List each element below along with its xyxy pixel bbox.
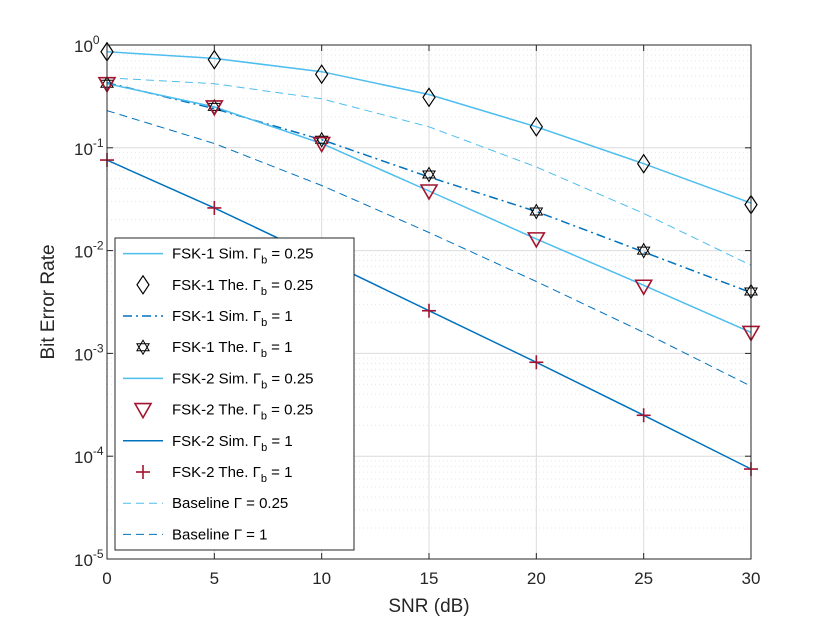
triangle-marker	[204, 100, 224, 117]
triangle-marker	[419, 184, 439, 201]
diamond-marker	[207, 49, 222, 70]
x-tick-label: 30	[742, 569, 761, 588]
diamond-marker	[422, 87, 436, 108]
hexagram-marker	[636, 246, 651, 259]
legend-label: FSK-1 The. Γb = 1	[172, 339, 292, 360]
y-tick-label: 100	[74, 33, 100, 56]
series-line-4	[106, 82, 752, 334]
series-line-0	[106, 50, 752, 204]
hexagram-marker	[529, 203, 544, 216]
triangle-marker	[526, 232, 546, 249]
y-tick-label: 10-4	[74, 444, 104, 467]
triangle-marker	[312, 136, 332, 154]
legend-label: FSK-2 The. Γb = 0.25	[172, 402, 313, 423]
axis-ticks: 0 5 10 15 20 25 30 100 10-1 10-2 10-3 10-4 10-5	[74, 33, 760, 588]
hexagram-marker	[422, 170, 436, 183]
x-tick-label: 20	[527, 569, 546, 588]
diamond-marker	[636, 153, 651, 174]
legend-label: Baseline Γ = 1	[172, 526, 267, 543]
series-line-9	[106, 110, 752, 387]
legend-label: FSK-2 Sim. Γb = 1	[172, 433, 293, 454]
triangle-marker	[133, 402, 153, 420]
legend: FSK-1 Sim. Γb = 0.25 FSK-1 The. Γb = 0.25…	[114, 237, 355, 551]
x-tick-label: 10	[312, 569, 331, 588]
legend-label: FSK-1 Sim. Γb = 1	[172, 308, 293, 329]
y-tick-label: 10-3	[74, 341, 104, 364]
hexagram-marker	[529, 207, 544, 220]
hexagram-marker	[136, 339, 150, 352]
y-axis-label: Bit Error Rate	[38, 244, 59, 359]
legend-label: FSK-1 The. Γb = 0.25	[172, 277, 313, 298]
hexagram-marker	[207, 98, 222, 111]
hexagram-marker	[636, 242, 651, 255]
x-axis-label: SNR (dB)	[388, 596, 469, 617]
diamond-marker	[314, 64, 329, 85]
legend-label: FSK-1 Sim. Γb = 0.25	[172, 246, 314, 267]
hexagram-marker	[314, 135, 329, 148]
y-tick-label: 10-5	[74, 547, 104, 570]
diamond-marker	[136, 274, 150, 295]
series-line-8	[106, 77, 752, 266]
x-tick-label: 0	[102, 569, 111, 588]
legend-label: FSK-2 Sim. Γb = 0.25	[172, 370, 314, 391]
x-tick-label: 25	[634, 569, 653, 588]
x-tick-label: 15	[420, 569, 439, 588]
legend-label: Baseline Γ = 0.25	[172, 495, 288, 512]
diamond-marker	[529, 116, 544, 137]
legend-label: FSK-2 The. Γb = 1	[172, 464, 292, 485]
x-tick-label: 5	[210, 569, 219, 588]
legend-box	[114, 237, 355, 551]
y-tick-label: 10-1	[74, 136, 104, 159]
hexagram-marker	[422, 166, 436, 179]
y-tick-label: 10-2	[74, 239, 104, 262]
hexagram-marker	[136, 343, 150, 356]
triangle-marker	[634, 279, 654, 296]
